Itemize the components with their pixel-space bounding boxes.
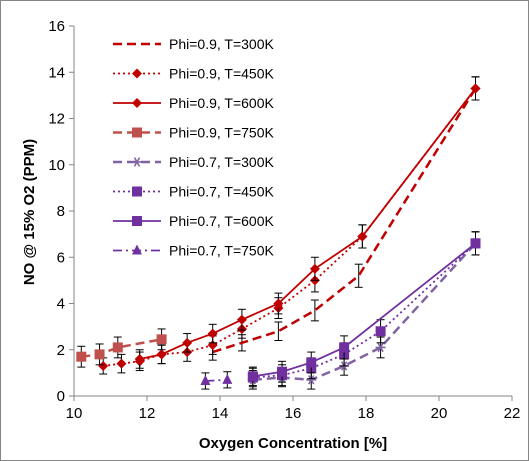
data-point — [470, 83, 481, 94]
x-tick-label: 22 — [504, 405, 521, 422]
data-point — [134, 354, 145, 364]
series-4 — [76, 328, 167, 368]
legend-label: Phi=0.7, T=750K — [169, 243, 274, 259]
y-tick-label: 10 — [48, 157, 65, 174]
series-3 — [134, 76, 481, 369]
data-point — [375, 342, 386, 353]
legend-item: Phi=0.9, T=300K — [113, 36, 274, 52]
data-point — [277, 366, 288, 377]
data-point — [222, 373, 233, 384]
series-7 — [247, 231, 481, 387]
data-point — [357, 231, 368, 242]
data-point — [94, 349, 105, 360]
y-tick-label: 0 — [57, 388, 65, 405]
data-point — [470, 238, 481, 249]
data-point — [132, 127, 142, 138]
legend-label: Phi=0.9, T=600K — [169, 95, 274, 111]
data-point — [306, 357, 317, 368]
legend-item: Phi=0.7, T=300K — [113, 154, 274, 170]
legend-item: Phi=0.9, T=750K — [113, 125, 274, 141]
data-point — [273, 298, 284, 309]
x-tick-label: 18 — [358, 405, 375, 422]
legend-label: Phi=0.9, T=300K — [169, 36, 274, 52]
legend-label: Phi=0.9, T=450K — [169, 66, 274, 82]
data-point — [76, 351, 87, 362]
data-point — [116, 358, 127, 369]
data-point — [236, 314, 247, 325]
legend-item: Phi=0.7, T=450K — [113, 184, 274, 200]
x-tick-label: 20 — [431, 405, 448, 422]
legend-label: Phi=0.7, T=450K — [169, 184, 274, 200]
x-tick-label: 12 — [139, 405, 156, 422]
x-axis-title: Oxygen Concentration [%] — [199, 435, 387, 452]
legend-label: Phi=0.9, T=750K — [169, 125, 274, 141]
data-point — [375, 326, 386, 337]
legend-item: Phi=0.7, T=750K — [113, 243, 274, 259]
legend-item: Phi=0.9, T=450K — [113, 66, 274, 82]
legend-item: Phi=0.9, T=600K — [113, 95, 274, 111]
data-point — [112, 342, 123, 353]
data-point — [132, 244, 142, 255]
data-point — [156, 334, 167, 345]
series-line — [252, 242, 477, 382]
data-point — [309, 263, 320, 274]
series-8 — [200, 371, 233, 390]
data-point — [200, 374, 211, 385]
data-point-stroke — [377, 342, 384, 353]
data-point — [247, 371, 258, 382]
data-point — [306, 375, 317, 385]
data-point — [132, 186, 142, 197]
data-point — [132, 98, 142, 108]
x-tick-label: 16 — [285, 405, 302, 422]
data-point — [132, 216, 142, 226]
data-point — [98, 360, 109, 371]
data-point — [207, 328, 218, 339]
data-point — [156, 349, 167, 360]
y-tick-label: 2 — [57, 342, 65, 359]
data-point — [132, 68, 142, 79]
y-tick-label: 12 — [48, 111, 65, 128]
data-point — [182, 337, 193, 348]
legend-label: Phi=0.7, T=300K — [169, 154, 274, 170]
y-tick-label: 14 — [48, 64, 65, 81]
data-point-stroke — [133, 157, 141, 167]
series-line — [81, 338, 162, 358]
data-point — [339, 342, 350, 353]
x-tick-label: 14 — [212, 405, 229, 422]
data-point-stroke — [308, 375, 315, 385]
legend-label: Phi=0.7, T=600K — [169, 213, 274, 229]
data-point — [132, 157, 142, 167]
x-tick-label: 10 — [66, 405, 83, 422]
y-tick-label: 16 — [48, 18, 65, 35]
series-line — [205, 378, 228, 382]
series-line — [212, 87, 477, 354]
y-tick-label: 6 — [57, 249, 65, 266]
y-tick-label: 8 — [57, 203, 65, 220]
y-tick-label: 4 — [57, 296, 65, 313]
legend-item: Phi=0.7, T=600K — [113, 213, 274, 229]
y-axis-title: NO @ 15% O2 (PPM) — [21, 139, 38, 285]
